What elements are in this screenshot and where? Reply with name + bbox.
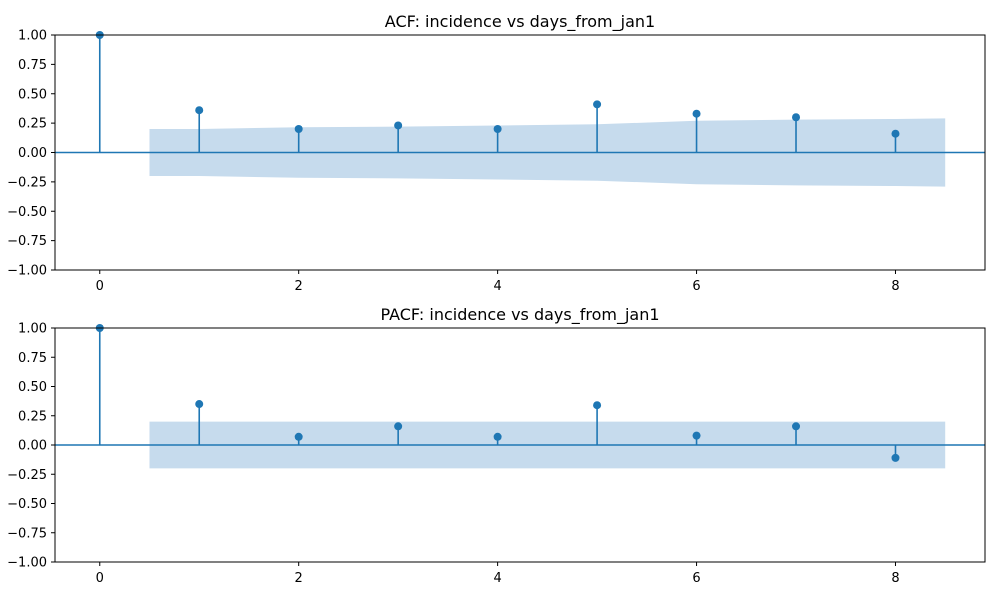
pacf-x-tick-label: 6 [692,571,700,586]
acf-marker-lag-4 [493,125,502,133]
acf-x-tick-label: 4 [493,279,501,294]
pacf-marker-lag-4 [493,432,502,441]
acf-marker-lag-6 [692,109,701,118]
acf-marker-lag-8 [891,129,900,138]
acf-marker-lag-5 [593,100,602,109]
acf-marker-lag-7 [792,113,801,122]
acf-x-tick-label: 6 [692,279,700,294]
acf-y-tick-label: 0.00 [18,146,47,161]
pacf-marker-lag-2 [294,432,303,441]
pacf-y-tick-label: 0.25 [18,409,47,424]
pacf-y-tick-label: 1.00 [18,322,47,337]
pacf-x-tick-label: 2 [295,571,303,586]
pacf-y-tick-label: −1.00 [7,556,47,571]
acf-x-tick-label: 8 [891,279,899,294]
acf-y-tick-label: 0.50 [18,87,47,102]
acf-chart-title: ACF: incidence vs days_from_jan1 [385,12,655,32]
pacf-marker-lag-1 [195,400,204,409]
pacf-y-tick-label: 0.75 [18,351,47,366]
acf-marker-lag-3 [394,121,403,130]
acf-y-tick-label: 1.00 [18,29,47,44]
acf-panel: 1.00 0.75 0.50 0.25 0.00 −0.25 −0.50 −0.75 −1.00… [7,12,986,294]
acf-y-tick-label: −1.00 [7,264,47,279]
pacf-marker-lag-3 [394,422,403,431]
pacf-y-tick-label: −0.25 [7,468,47,483]
acf-marker-lag-1 [195,106,204,115]
pacf-marker-lag-5 [593,401,602,410]
acf-marker-lag-2 [294,125,303,133]
acf-y-tick-label: −0.25 [7,175,47,190]
pacf-chart-title: PACF: incidence vs days_from_jan1 [380,305,659,325]
pacf-y-tick-label: 0.50 [18,380,47,395]
acf-y-tick-label: −0.75 [7,234,47,249]
pacf-x-tick-label: 8 [891,571,899,586]
pacf-x-tick-label: 4 [493,571,501,586]
pacf-x-tick-label: 0 [96,571,104,586]
acf-y-tick-label: 0.75 [18,58,47,73]
pacf-panel: 1.00 0.75 0.50 0.25 0.00 −0.25 −0.50 −0.75 −1.00… [7,305,986,586]
acf-x-tick-label: 2 [295,279,303,294]
pacf-marker-lag-6 [692,431,701,440]
acf-y-tick-label: 0.25 [18,117,47,132]
pacf-marker-lag-7 [792,422,801,431]
pacf-y-tick-label: 0.00 [18,439,47,454]
acf-x-tick-label: 0 [96,279,104,294]
acf-y-tick-label: −0.50 [7,205,47,220]
pacf-y-tick-label: −0.75 [7,526,47,541]
pacf-marker-lag-8 [891,453,900,462]
pacf-y-tick-label: −0.50 [7,497,47,512]
